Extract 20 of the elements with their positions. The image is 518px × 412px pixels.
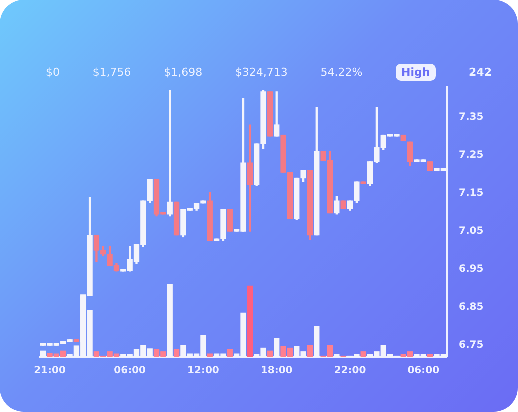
y-tick-label: 7.35 <box>459 112 484 124</box>
x-tick-label: 22:00 <box>334 366 366 377</box>
y-tick-label: 7.25 <box>459 150 484 162</box>
x-tick-label: 21:00 <box>34 366 66 377</box>
text: 54.22% <box>320 66 363 79</box>
x-tick-label: 06:00 <box>114 366 146 377</box>
text: High <box>396 64 436 81</box>
text: $0 <box>46 66 60 79</box>
x-tick-label: 06:00 <box>408 366 440 377</box>
y-tick-label: 7.05 <box>459 226 484 238</box>
text: $324,713 <box>235 66 288 79</box>
y-tick-label: 7.15 <box>459 188 484 200</box>
text: $1,756 <box>92 66 132 79</box>
x-tick-label: 12:00 <box>188 366 220 377</box>
y-tick-label: 6.85 <box>459 302 484 314</box>
x-tick-label: 18:00 <box>260 366 293 377</box>
text: 242 <box>469 66 492 79</box>
y-tick-label: 6.75 <box>459 340 484 352</box>
text: $1,698 <box>164 66 203 79</box>
y-tick-label: 6.95 <box>459 264 484 276</box>
